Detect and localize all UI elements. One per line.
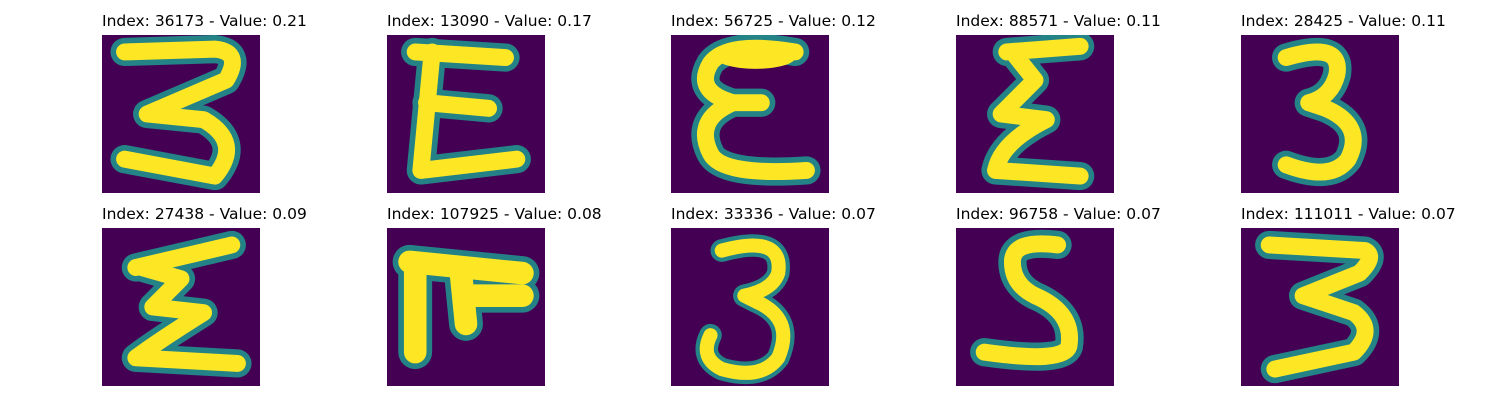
image-cell-5: Index: 28425 - Value: 0.11 — [1241, 12, 1446, 193]
digit-image — [102, 228, 260, 386]
image-cell-4: Index: 88571 - Value: 0.11 — [956, 12, 1161, 193]
image-title: Index: 111011 - Value: 0.07 — [1241, 205, 1456, 223]
image-cell-3: Index: 56725 - Value: 0.12 — [671, 12, 876, 193]
digit-image — [671, 35, 829, 193]
image-cell-2: Index: 13090 - Value: 0.17 — [387, 12, 592, 193]
digit-image — [956, 35, 1114, 193]
image-title: Index: 96758 - Value: 0.07 — [956, 205, 1161, 223]
image-cell-7: Index: 107925 - Value: 0.08 — [387, 205, 602, 386]
image-title: Index: 36173 - Value: 0.21 — [102, 12, 307, 30]
image-cell-8: Index: 33336 - Value: 0.07 — [671, 205, 876, 386]
image-cell-10: Index: 111011 - Value: 0.07 — [1241, 205, 1456, 386]
image-title: Index: 27438 - Value: 0.09 — [102, 205, 307, 223]
digit-image — [671, 228, 829, 386]
digit-image — [956, 228, 1114, 386]
digit-image — [1241, 35, 1399, 193]
image-cell-1: Index: 36173 - Value: 0.21 — [102, 12, 307, 193]
image-title: Index: 33336 - Value: 0.07 — [671, 205, 876, 223]
image-title: Index: 28425 - Value: 0.11 — [1241, 12, 1446, 30]
digit-image — [102, 35, 260, 193]
image-title: Index: 107925 - Value: 0.08 — [387, 205, 602, 223]
image-title: Index: 13090 - Value: 0.17 — [387, 12, 592, 30]
digit-image — [1241, 228, 1399, 386]
digit-image — [387, 228, 545, 386]
image-cell-9: Index: 96758 - Value: 0.07 — [956, 205, 1161, 386]
image-title: Index: 88571 - Value: 0.11 — [956, 12, 1161, 30]
image-cell-6: Index: 27438 - Value: 0.09 — [102, 205, 307, 386]
digit-image — [387, 35, 545, 193]
image-title: Index: 56725 - Value: 0.12 — [671, 12, 876, 30]
